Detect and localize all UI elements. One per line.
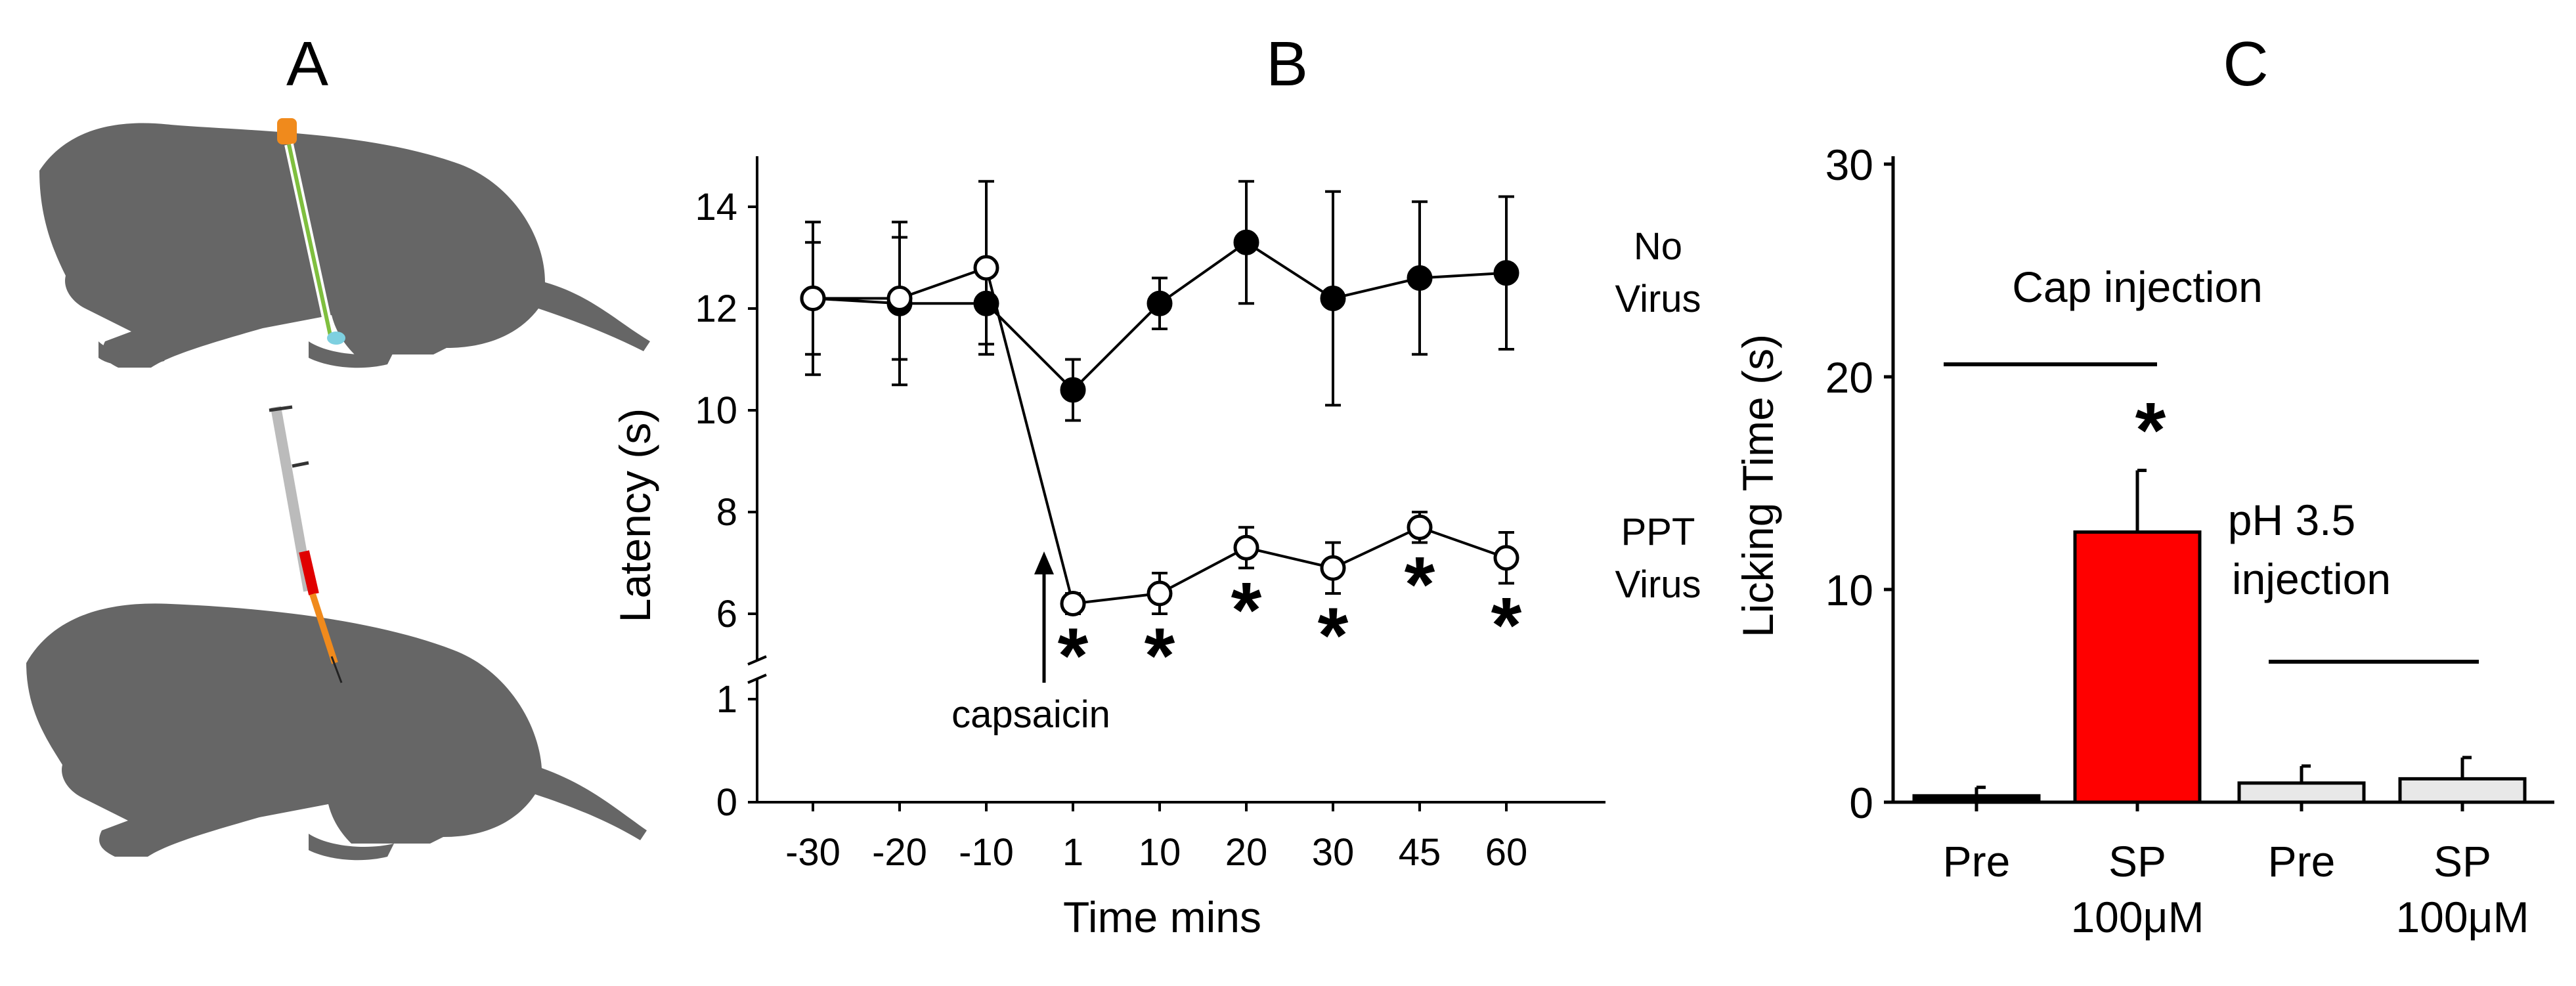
chart-c-bars: * <box>1912 387 2527 804</box>
bar <box>2237 781 2366 804</box>
chart-b-y-tick-label: 8 <box>716 491 737 534</box>
bar <box>1912 794 2041 804</box>
capsaicin-annotation: capsaicin <box>951 551 1110 736</box>
chart-c-x-tick-label: 100μM <box>2395 893 2529 941</box>
chart-c-x-tick-label: 100μM <box>2070 893 2204 941</box>
data-point <box>1407 514 1433 540</box>
chart-c-y-tick-label: 30 <box>1825 140 1873 189</box>
chart-c-y-tick-label: 20 <box>1825 353 1873 402</box>
data-point <box>800 286 826 311</box>
chart-b-y-label: Latency (s) <box>611 408 659 622</box>
data-point <box>1493 545 1519 571</box>
chart-b-x-label: Time mins <box>1063 893 1261 941</box>
mouse-icon-bottom <box>26 603 647 861</box>
chart-b-y-tick-label: 12 <box>695 288 737 330</box>
chart-c-groups: Cap injection pH 3.5 injection <box>1944 263 2479 664</box>
chart-b-axis-break-mark <box>747 674 767 684</box>
legend-ppt-virus-line2: Virus <box>1615 563 1701 606</box>
data-point <box>1146 290 1173 316</box>
data-point <box>1320 286 1346 311</box>
latency-line-chart: 6 8 10 12 14 0 1 -30 -20 -10 1 10 20 30 45 60 * * * * * * L… <box>611 156 1701 941</box>
chart-b-x-ticks: -30 -20 -10 1 10 20 30 45 60 <box>785 802 1527 874</box>
panel-a-label: A <box>286 29 328 99</box>
data-point <box>1060 591 1086 616</box>
data-point <box>1060 377 1086 403</box>
syringe-icon <box>269 405 343 683</box>
significance-star: * <box>1405 541 1435 629</box>
significance-star: * <box>2135 387 2166 475</box>
capsaicin-label: capsaicin <box>951 693 1110 736</box>
chart-b-x-tick-label: 30 <box>1312 831 1355 874</box>
chart-c-x-tick-label: Pre <box>1943 837 2011 886</box>
data-point <box>1146 580 1173 607</box>
data-point <box>1407 265 1433 291</box>
chart-b-x-tick-label: 10 <box>1139 831 1181 874</box>
bar <box>2073 530 2202 804</box>
data-point <box>1233 229 1259 255</box>
chart-b-x-tick-label: -30 <box>785 831 840 874</box>
chart-b-y-tick-label: 6 <box>716 593 737 635</box>
chart-c-y-ticks: 0 10 20 30 <box>1825 140 1893 827</box>
legend-ppt-virus-line1: PPT <box>1621 511 1695 553</box>
data-point <box>1233 534 1259 561</box>
pipette-icon <box>277 118 345 345</box>
chart-c-x-ticks: Pre SP 100μM Pre SP 100μM <box>1943 802 2529 941</box>
chart-b-series <box>800 180 1519 616</box>
chart-b-y-ticks: 6 8 10 12 14 0 1 <box>695 186 757 824</box>
bar <box>2398 777 2527 804</box>
mouse-icon-top <box>39 123 650 368</box>
chart-c-y-tick-label: 0 <box>1849 779 1873 827</box>
data-point <box>973 255 999 281</box>
group-label-cap-injection: Cap injection <box>2012 263 2263 311</box>
chart-b-x-tick-label: 45 <box>1399 831 1441 874</box>
significance-star: * <box>1145 612 1175 700</box>
chart-b-x-tick-label: 60 <box>1485 831 1528 874</box>
chart-b-y-tick-label: 0 <box>716 781 737 824</box>
group-label-ph-line2: injection <box>2232 555 2391 603</box>
chart-b-y-tick-label: 10 <box>695 389 737 432</box>
legend-no-virus-line1: No <box>1634 225 1682 268</box>
significance-star: * <box>1231 566 1262 654</box>
panel-b-label: B <box>1266 29 1308 99</box>
data-point <box>886 286 913 311</box>
significance-star: * <box>1058 612 1089 700</box>
chart-b-x-tick-label: -10 <box>959 831 1014 874</box>
significance-star: * <box>1318 591 1349 679</box>
legend-no-virus-line2: Virus <box>1615 278 1701 320</box>
data-point <box>1320 555 1346 581</box>
data-point <box>1493 260 1519 286</box>
series-ppt-virus <box>800 180 1519 616</box>
capsaicin-arrowhead <box>1034 551 1054 574</box>
group-label-ph-line1: pH 3.5 <box>2228 496 2355 544</box>
chart-c-x-tick-label: SP <box>2108 837 2166 886</box>
chart-b-y-tick-label: 14 <box>695 186 737 228</box>
significance-star: * <box>1491 582 1522 670</box>
licking-time-bar-chart: 0 10 20 30 * Pre SP 100μM Pre SP 100μM Cap injec… <box>1734 140 2554 941</box>
chart-b-significance: * * * * * * <box>1058 541 1522 700</box>
chart-b-x-tick-label: 20 <box>1225 831 1268 874</box>
chart-b-x-tick-label: -20 <box>872 831 927 874</box>
chart-b-axes <box>747 156 1605 804</box>
panel-c-label: C <box>2223 29 2268 99</box>
chart-c-y-label: Licking Time (s) <box>1734 334 1782 637</box>
chart-b-y-tick-label: 1 <box>716 678 737 721</box>
chart-c-y-tick-label: 10 <box>1825 566 1873 614</box>
chart-c-x-tick-label: Pre <box>2268 837 2336 886</box>
chart-b-axis-break-mark <box>747 655 767 666</box>
chart-b-x-tick-label: 1 <box>1062 831 1083 874</box>
chart-c-x-tick-label: SP <box>2434 837 2491 886</box>
chart-c-axes <box>1891 156 2554 804</box>
